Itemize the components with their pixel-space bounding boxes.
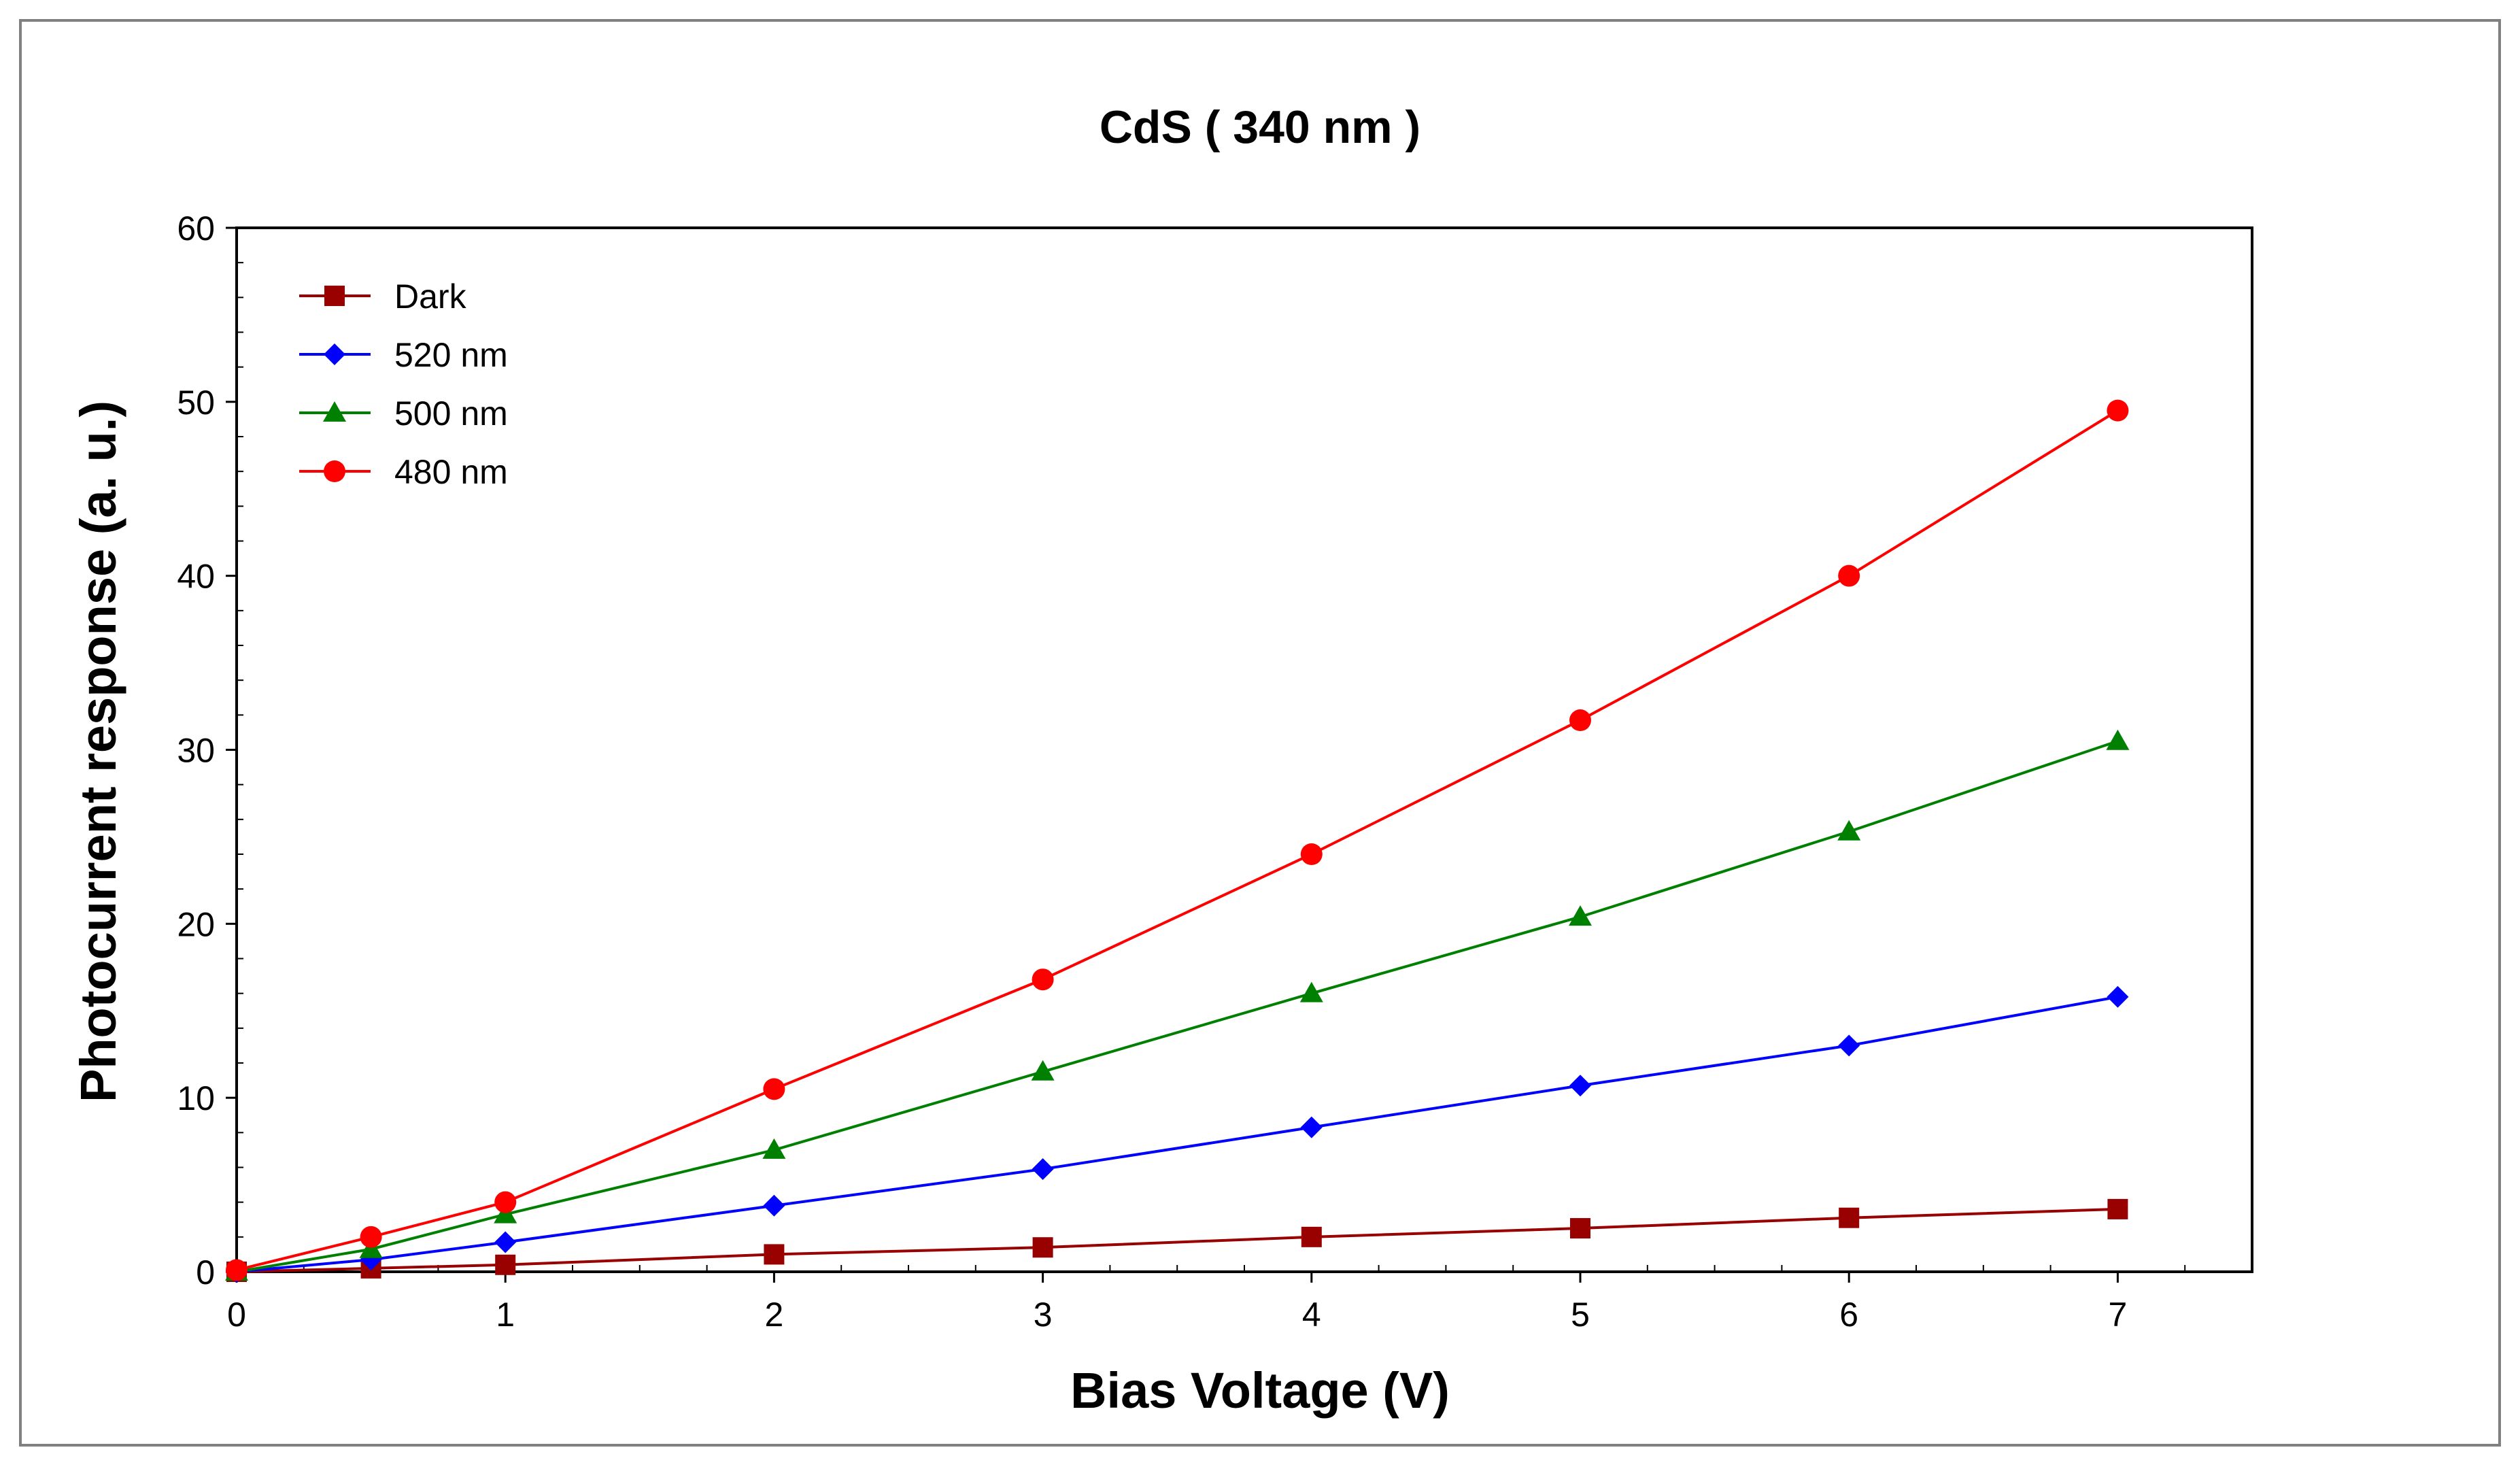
x-tick-label: 6 [1839,1296,1858,1334]
data-point [494,1231,517,1253]
x-axis-ticks: 0 1 2 3 4 5 6 7 [227,1265,2186,1334]
x-tick-label: 4 [1302,1296,1321,1334]
data-point [494,1191,517,1213]
y-axis-label: Photocurrent response (a. u.) [70,401,126,1102]
data-point [1839,1207,1860,1228]
y-axis-ticks: 0 10 20 30 40 50 60 [177,209,243,1291]
data-point [1032,968,1054,991]
legend-item: 500 nm [299,394,508,433]
data-point [1570,1218,1590,1239]
x-axis-label: Bias Voltage (V) [1070,1362,1450,1419]
x-tick-label: 0 [227,1296,246,1334]
y-tick-label: 20 [177,905,215,943]
x-tick-label: 1 [496,1296,515,1334]
data-point [1838,1034,1860,1057]
y-tick-label: 40 [177,558,215,596]
legend-marker [323,401,346,422]
data-point [762,1138,786,1159]
data-point [1300,843,1323,865]
x-tick-label: 7 [2108,1296,2127,1334]
data-point [2106,729,2130,750]
x-tick-label: 2 [764,1296,783,1334]
data-point [1569,905,1592,926]
data-point [2107,985,2129,1008]
data-point [1032,1237,1053,1258]
y-tick-label: 50 [177,384,215,422]
data-point [1032,1158,1054,1181]
data-point [360,1226,382,1248]
data-point [495,1254,516,1275]
x-tick-label: 5 [1571,1296,1590,1334]
y-tick-label: 30 [177,732,215,770]
chart-border [19,19,2501,1447]
series-480-nm [226,399,2129,1281]
legend-label: Dark [394,277,467,316]
series-layer [225,399,2130,1283]
data-point [2107,399,2129,422]
data-point [2107,1198,2128,1219]
y-tick-label: 0 [196,1253,215,1291]
data-point [1569,709,1591,732]
legend: Dark 520 nm 500 nm 480 nm [299,277,508,491]
data-point [1569,1075,1591,1097]
data-point [763,1078,785,1100]
data-point [1301,1226,1322,1247]
legend-label: 480 nm [394,453,508,491]
data-point [1031,1060,1055,1081]
chart-title: CdS ( 340 nm ) [1100,101,1420,153]
data-point [763,1194,785,1217]
series-dark [226,1198,2128,1282]
data-point [1838,564,1860,587]
legend-marker [324,286,345,306]
y-tick-label: 60 [177,209,215,248]
data-point [764,1244,785,1265]
data-point [1299,981,1323,1002]
legend-label: 520 nm [394,336,508,374]
legend-item: Dark [299,277,467,316]
y-tick-label: 10 [177,1079,215,1117]
legend-marker [324,343,345,365]
legend-label: 500 nm [394,394,508,433]
legend-marker [324,460,345,482]
data-point [1837,820,1861,841]
legend-item: 520 nm [299,336,508,374]
data-point [1300,1116,1323,1138]
legend-item: 480 nm [299,453,508,491]
x-tick-label: 3 [1034,1296,1053,1334]
data-point [226,1259,248,1281]
series-500-nm [225,729,2130,1281]
